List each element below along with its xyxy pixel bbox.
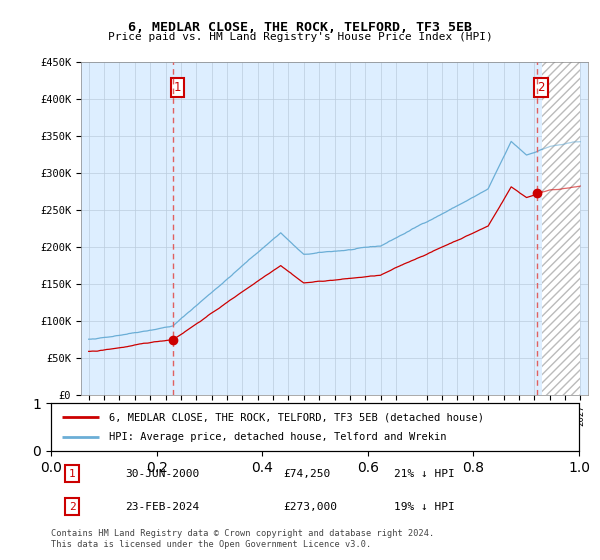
Text: £74,250: £74,250 [283,469,331,479]
Text: 2: 2 [69,502,76,512]
Text: £273,000: £273,000 [283,502,337,512]
Text: 2: 2 [538,81,545,94]
Text: HPI: Average price, detached house, Telford and Wrekin: HPI: Average price, detached house, Telf… [109,432,446,442]
Text: 30-JUN-2000: 30-JUN-2000 [125,469,199,479]
Text: 19% ↓ HPI: 19% ↓ HPI [394,502,455,512]
Text: Price paid vs. HM Land Registry's House Price Index (HPI): Price paid vs. HM Land Registry's House … [107,32,493,43]
Text: 1: 1 [174,81,182,94]
Text: 6, MEDLAR CLOSE, THE ROCK, TELFORD, TF3 5EB (detached house): 6, MEDLAR CLOSE, THE ROCK, TELFORD, TF3 … [109,413,484,422]
Text: 23-FEB-2024: 23-FEB-2024 [125,502,199,512]
Text: 6, MEDLAR CLOSE, THE ROCK, TELFORD, TF3 5EB: 6, MEDLAR CLOSE, THE ROCK, TELFORD, TF3 … [128,21,472,34]
Text: 1: 1 [69,469,76,479]
Text: Contains HM Land Registry data © Crown copyright and database right 2024.
This d: Contains HM Land Registry data © Crown c… [51,529,434,549]
Text: 21% ↓ HPI: 21% ↓ HPI [394,469,455,479]
